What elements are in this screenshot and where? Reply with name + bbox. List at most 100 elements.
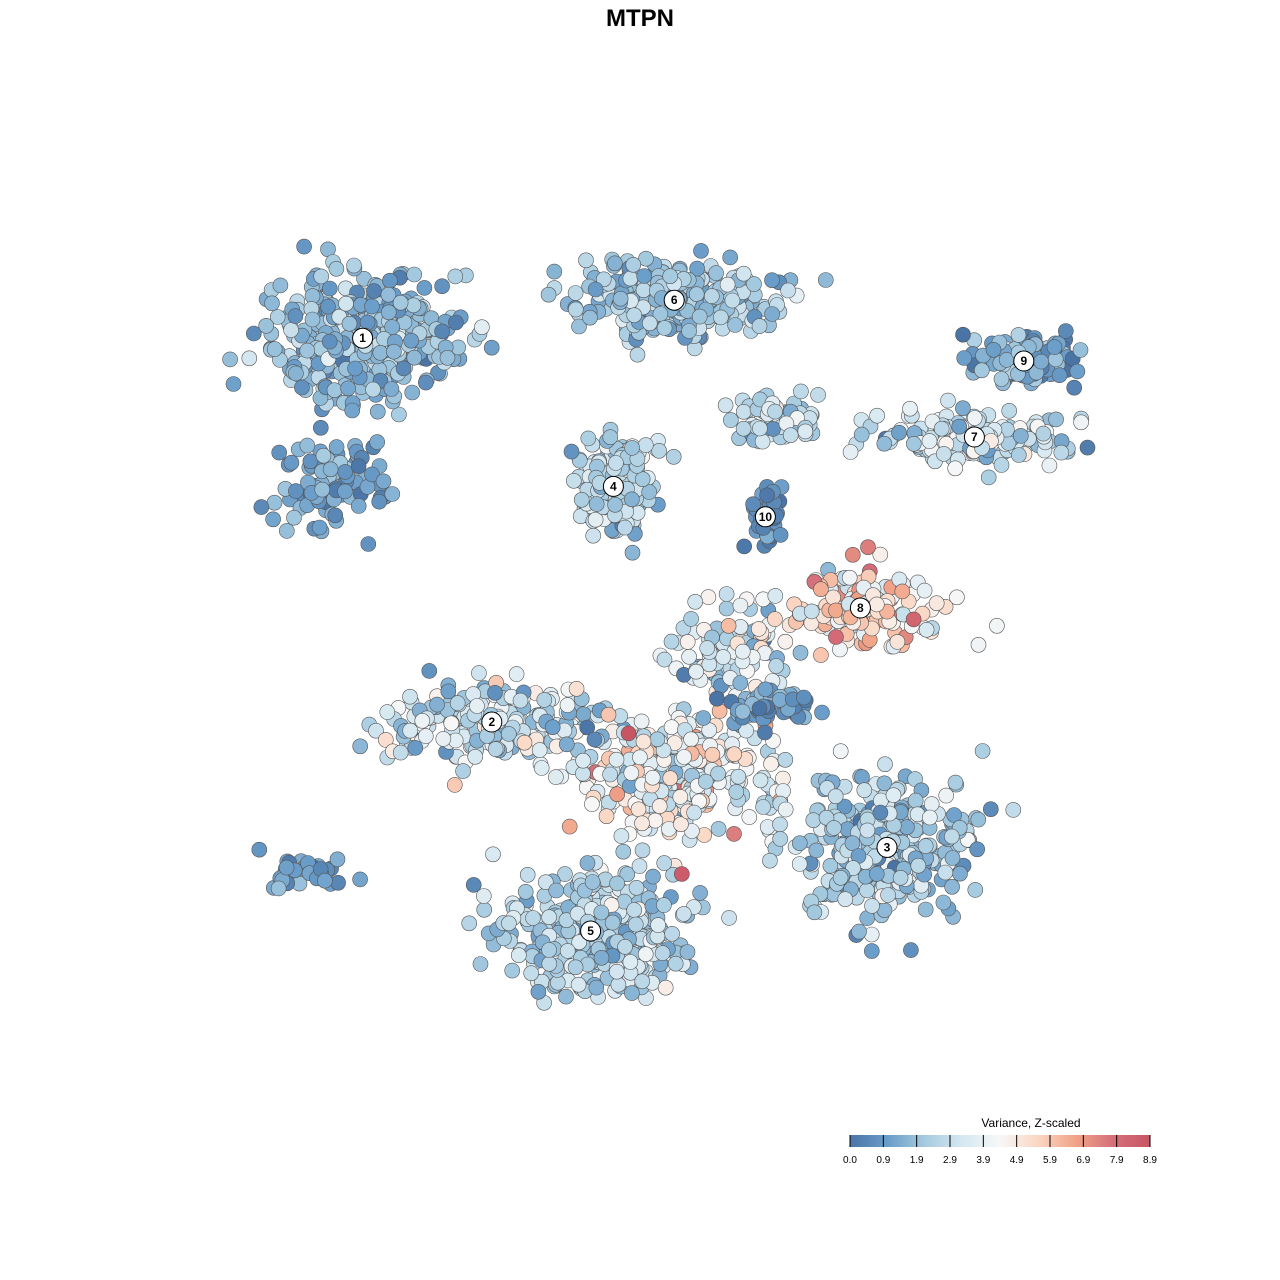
data-point (624, 544, 641, 561)
data-point (447, 268, 464, 285)
data-point (570, 976, 587, 993)
data-point (688, 663, 704, 680)
data-point (822, 857, 839, 874)
cluster-label-2: 2 (481, 711, 503, 733)
legend-tick-label: 6.9 (1076, 1155, 1090, 1166)
cluster-label-9: 9 (1013, 350, 1035, 372)
data-point (402, 688, 418, 705)
data-point (372, 344, 389, 361)
data-point (832, 869, 849, 886)
data-point (559, 943, 576, 959)
data-point (615, 843, 632, 860)
data-point (483, 339, 500, 356)
data-point (656, 651, 673, 668)
data-point (377, 732, 394, 748)
data-point (689, 260, 705, 277)
data-point (654, 945, 671, 961)
data-point (416, 280, 433, 296)
cluster-label-6: 6 (663, 289, 685, 311)
data-point (573, 491, 590, 508)
data-point (364, 466, 380, 483)
legend-tick-label: 0.0 (843, 1155, 857, 1166)
data-point (763, 756, 779, 772)
data-point (869, 407, 885, 424)
data-point (762, 852, 778, 869)
data-point (270, 880, 287, 897)
data-point (1053, 444, 1070, 461)
data-point (455, 763, 471, 779)
data-point (435, 731, 452, 747)
data-point (613, 828, 630, 844)
data-point (656, 320, 673, 336)
data-point (993, 457, 1010, 473)
data-point (602, 429, 619, 446)
data-point (1051, 367, 1068, 384)
data-point (622, 270, 639, 287)
data-point (935, 446, 952, 462)
cluster-label-7: 7 (963, 426, 985, 448)
data-point (937, 864, 954, 881)
data-point (632, 749, 648, 766)
data-point (475, 888, 492, 904)
data-point (844, 546, 861, 563)
data-point (967, 882, 984, 898)
data-point (246, 325, 262, 342)
data-point (970, 811, 987, 828)
data-point (894, 583, 911, 600)
cluster-label-text: 3 (884, 840, 891, 854)
data-point (1035, 425, 1052, 442)
data-point (750, 621, 767, 637)
data-point (741, 809, 758, 825)
data-point (746, 276, 762, 292)
data-point (940, 392, 956, 409)
data-point (501, 915, 517, 932)
data-point (266, 341, 283, 357)
data-point (516, 734, 533, 751)
data-point (315, 447, 332, 464)
data-point (868, 866, 885, 882)
data-point (755, 799, 771, 815)
data-point (346, 257, 362, 274)
data-point (329, 851, 346, 868)
data-point (571, 318, 587, 335)
data-point (889, 634, 906, 650)
data-point (1010, 447, 1027, 463)
data-point (910, 857, 927, 874)
data-point (608, 751, 625, 768)
cluster-label-3: 3 (876, 836, 898, 858)
data-point (891, 424, 907, 441)
data-point (379, 704, 396, 720)
data-point (764, 306, 780, 322)
data-point (578, 252, 594, 269)
data-point (772, 816, 788, 833)
data-point (512, 692, 529, 709)
data-point (902, 400, 918, 417)
data-point (607, 255, 623, 272)
data-point (283, 322, 299, 338)
data-point (777, 801, 794, 818)
data-point (935, 894, 952, 911)
legend-colorbar (850, 1135, 1150, 1147)
data-point (636, 268, 653, 284)
data-point (404, 384, 421, 401)
data-point (792, 644, 809, 661)
data-point (530, 983, 547, 1000)
data-point (467, 748, 484, 765)
data-point (541, 909, 557, 926)
data-point (827, 788, 844, 805)
data-point (344, 402, 361, 419)
data-point (525, 910, 541, 926)
data-point (517, 883, 534, 900)
data-point (712, 309, 729, 326)
data-point (793, 383, 809, 400)
data-point (921, 809, 938, 826)
data-point (759, 487, 775, 504)
data-point (868, 596, 885, 613)
data-point (989, 617, 1005, 634)
data-point (724, 292, 741, 309)
data-point (683, 611, 699, 627)
data-point (947, 774, 964, 791)
data-point (624, 491, 640, 508)
data-point (584, 874, 601, 890)
data-point (364, 298, 380, 315)
